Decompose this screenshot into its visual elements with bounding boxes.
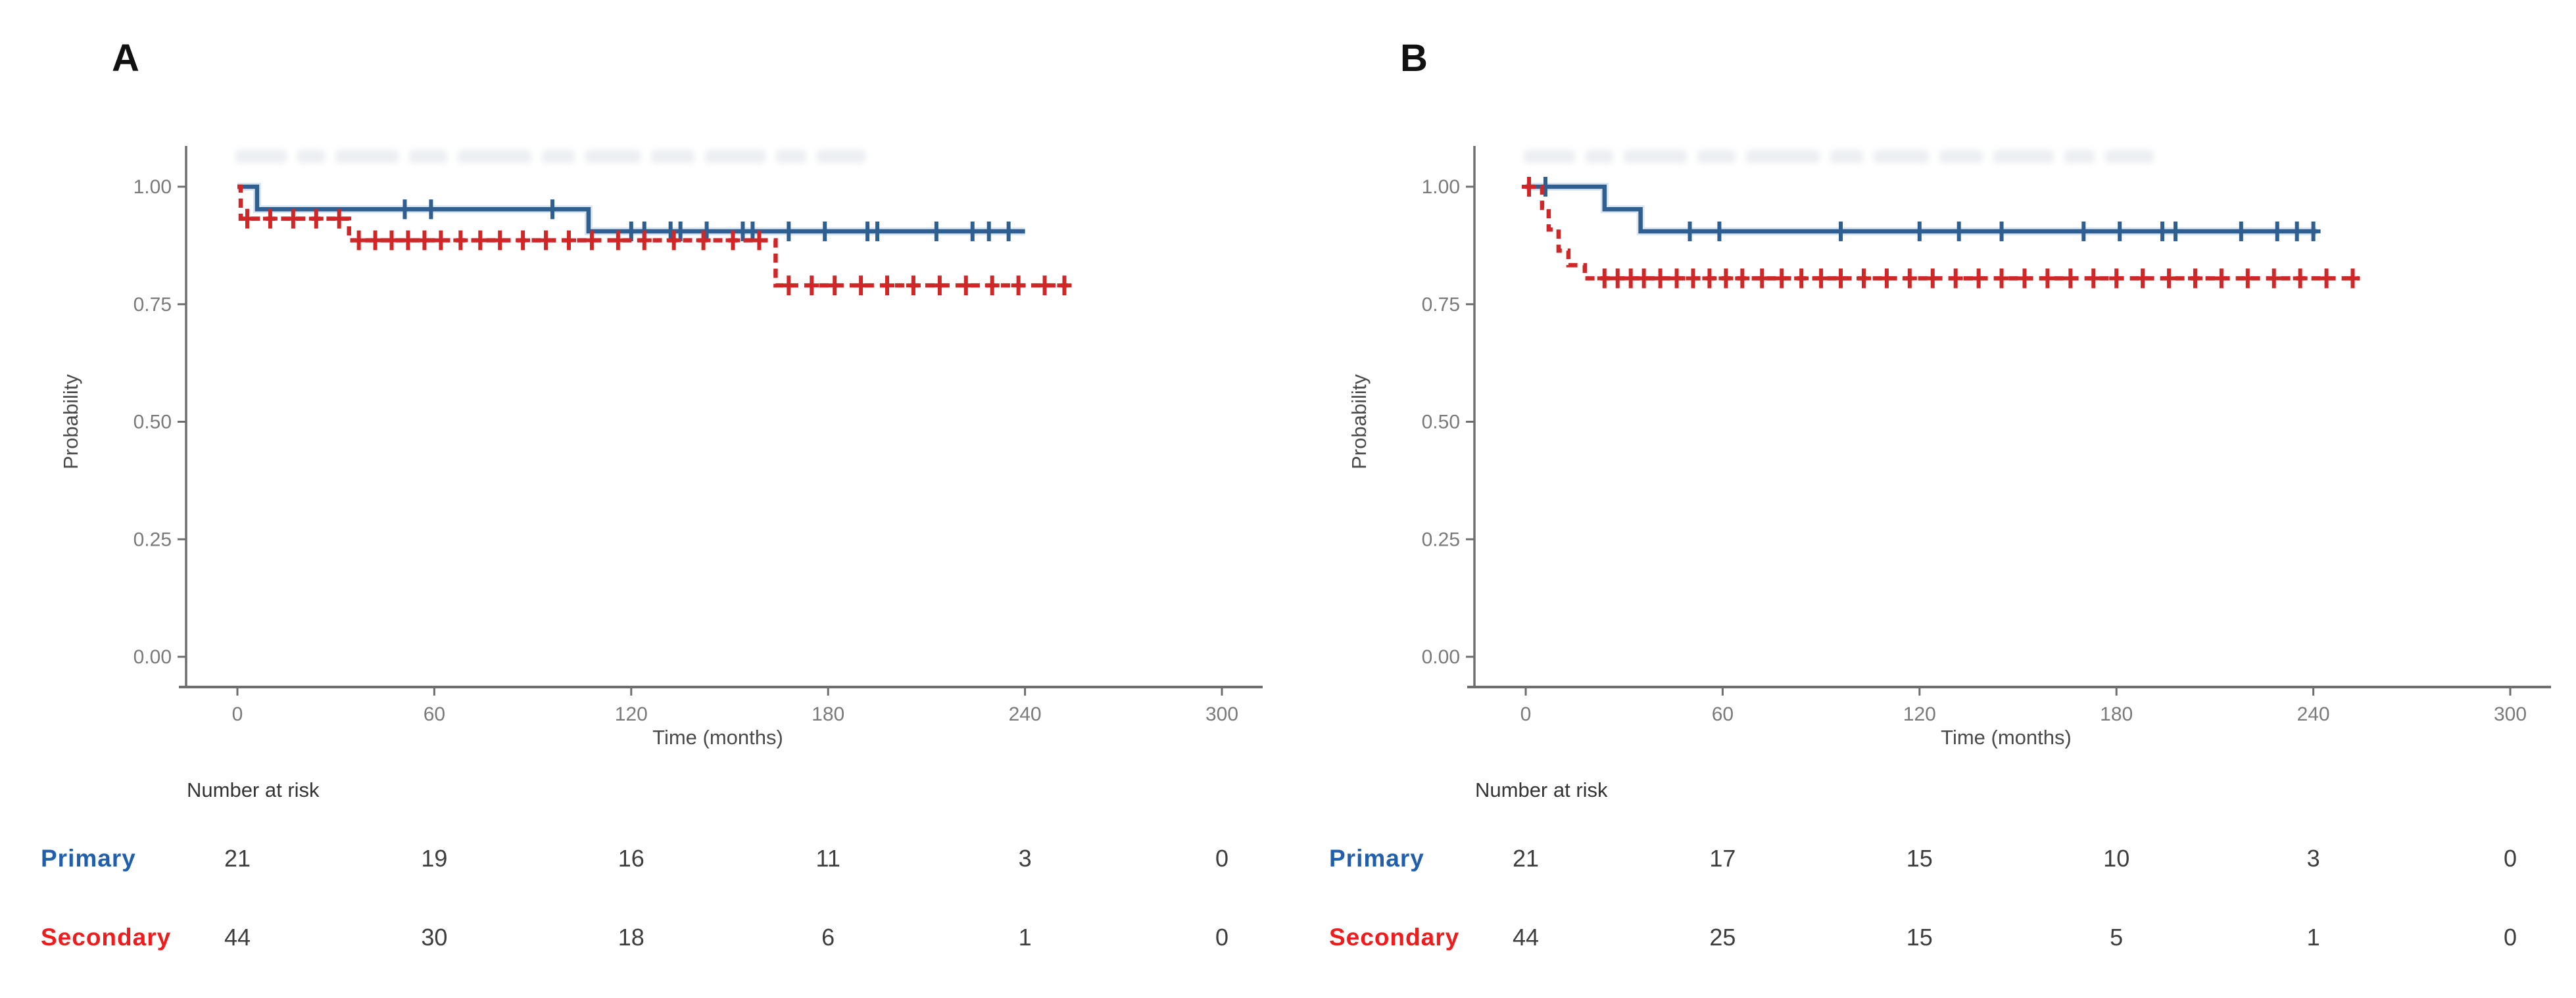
ghost-word bbox=[235, 150, 287, 163]
y-tick-label: 0.25 bbox=[134, 529, 172, 550]
x-tick-label: 240 bbox=[1009, 703, 1042, 725]
ghost-word bbox=[776, 150, 806, 163]
y-axis-title: Probability bbox=[1348, 374, 1371, 469]
series-secondary-line bbox=[1526, 184, 2360, 281]
ghost-title-artifact bbox=[235, 150, 865, 163]
risk-count: 3 bbox=[1019, 845, 1032, 872]
ghost-word bbox=[651, 150, 694, 163]
x-tick-label: 0 bbox=[1520, 703, 1532, 725]
risk-count: 0 bbox=[1215, 845, 1228, 872]
ghost-word bbox=[817, 150, 865, 163]
y-tick-label: 1.00 bbox=[134, 176, 172, 198]
risk-count: 17 bbox=[1709, 845, 1736, 872]
risk-table-title: Number at risk bbox=[1475, 778, 1608, 801]
ghost-word bbox=[1830, 150, 1863, 163]
x-tick-label: 60 bbox=[424, 703, 445, 725]
ghost-word bbox=[297, 150, 325, 163]
ghost-word bbox=[1746, 150, 1820, 163]
series-primary-line bbox=[1526, 184, 2317, 234]
ghost-word bbox=[1697, 150, 1736, 163]
x-tick-label: 300 bbox=[2494, 703, 2527, 725]
risk-count: 6 bbox=[821, 924, 835, 951]
x-tick-label: 180 bbox=[2100, 703, 2133, 725]
ghost-word bbox=[1939, 150, 1983, 163]
ghost-word bbox=[335, 150, 399, 163]
y-tick-label: 0.25 bbox=[1422, 529, 1460, 550]
y-axis-title: Probability bbox=[59, 374, 82, 469]
risk-count: 21 bbox=[1513, 845, 1539, 872]
risk-count: 30 bbox=[421, 924, 447, 951]
x-axis-title: Time (months) bbox=[1941, 726, 2072, 749]
risk-count: 1 bbox=[2307, 924, 2320, 951]
y-tick-label: 0.50 bbox=[134, 412, 172, 433]
x-tick-label: 0 bbox=[232, 703, 243, 725]
risk-count: 0 bbox=[2504, 845, 2517, 872]
y-tick-label: 0.00 bbox=[134, 646, 172, 668]
risk-count: 21 bbox=[224, 845, 251, 872]
x-tick-label: 60 bbox=[1712, 703, 1734, 725]
risk-count: 5 bbox=[2110, 924, 2123, 951]
ghost-word bbox=[2105, 150, 2154, 163]
ghost-word bbox=[458, 150, 531, 163]
risk-count: 3 bbox=[2307, 845, 2320, 872]
x-tick-label: 120 bbox=[615, 703, 648, 725]
y-tick-label: 0.75 bbox=[134, 294, 172, 316]
risk-row-label-secondary: Secondary bbox=[41, 924, 171, 951]
x-tick-label: 120 bbox=[1903, 703, 1936, 725]
ghost-word bbox=[1624, 150, 1687, 163]
x-tick-label: 180 bbox=[812, 703, 844, 725]
x-tick-label: 300 bbox=[1205, 703, 1238, 725]
panel-letter: B bbox=[1400, 37, 1428, 80]
risk-count: 10 bbox=[2103, 845, 2129, 872]
risk-count: 0 bbox=[1215, 924, 1228, 951]
series-secondary-line bbox=[237, 184, 1068, 288]
risk-count: 44 bbox=[224, 924, 251, 951]
risk-count: 15 bbox=[1907, 845, 1933, 872]
ghost-word bbox=[542, 150, 575, 163]
risk-count: 25 bbox=[1709, 924, 1736, 951]
ghost-title-artifact bbox=[1524, 150, 2154, 163]
risk-row-label-primary: Primary bbox=[1329, 845, 1424, 872]
panel-B-chart: 1.000.750.500.250.000 60 120 180 240 300Time … bbox=[1329, 37, 2551, 951]
ghost-word bbox=[1586, 150, 1613, 163]
risk-count: 0 bbox=[2504, 924, 2517, 951]
risk-count: 11 bbox=[816, 845, 840, 872]
risk-count: 15 bbox=[1907, 924, 1933, 951]
panel-letter: A bbox=[112, 37, 139, 80]
ghost-word bbox=[1993, 150, 2054, 163]
ghost-word bbox=[2064, 150, 2095, 163]
risk-count: 44 bbox=[1513, 924, 1539, 951]
risk-count: 19 bbox=[421, 845, 447, 872]
risk-count: 16 bbox=[618, 845, 644, 872]
risk-count: 1 bbox=[1019, 924, 1032, 951]
ghost-word bbox=[585, 150, 641, 163]
series-primary-line bbox=[237, 184, 1025, 234]
risk-count: 18 bbox=[618, 924, 644, 951]
y-tick-label: 0.50 bbox=[1422, 412, 1460, 433]
x-tick-label: 240 bbox=[2297, 703, 2330, 725]
ghost-word bbox=[1874, 150, 1929, 163]
y-tick-label: 0.75 bbox=[1422, 294, 1460, 316]
x-axis-title: Time (months) bbox=[652, 726, 783, 749]
ghost-word bbox=[409, 150, 447, 163]
risk-row-label-secondary: Secondary bbox=[1329, 924, 1459, 951]
ghost-word bbox=[705, 150, 766, 163]
risk-row-label-primary: Primary bbox=[41, 845, 136, 872]
y-tick-label: 0.00 bbox=[1422, 646, 1460, 668]
panel-A-chart: 1.000.750.500.250.000 60 120 180 240 300Time … bbox=[41, 37, 1263, 951]
risk-table-title: Number at risk bbox=[187, 778, 320, 801]
y-tick-label: 1.00 bbox=[1422, 176, 1460, 198]
ghost-word bbox=[1524, 150, 1575, 163]
